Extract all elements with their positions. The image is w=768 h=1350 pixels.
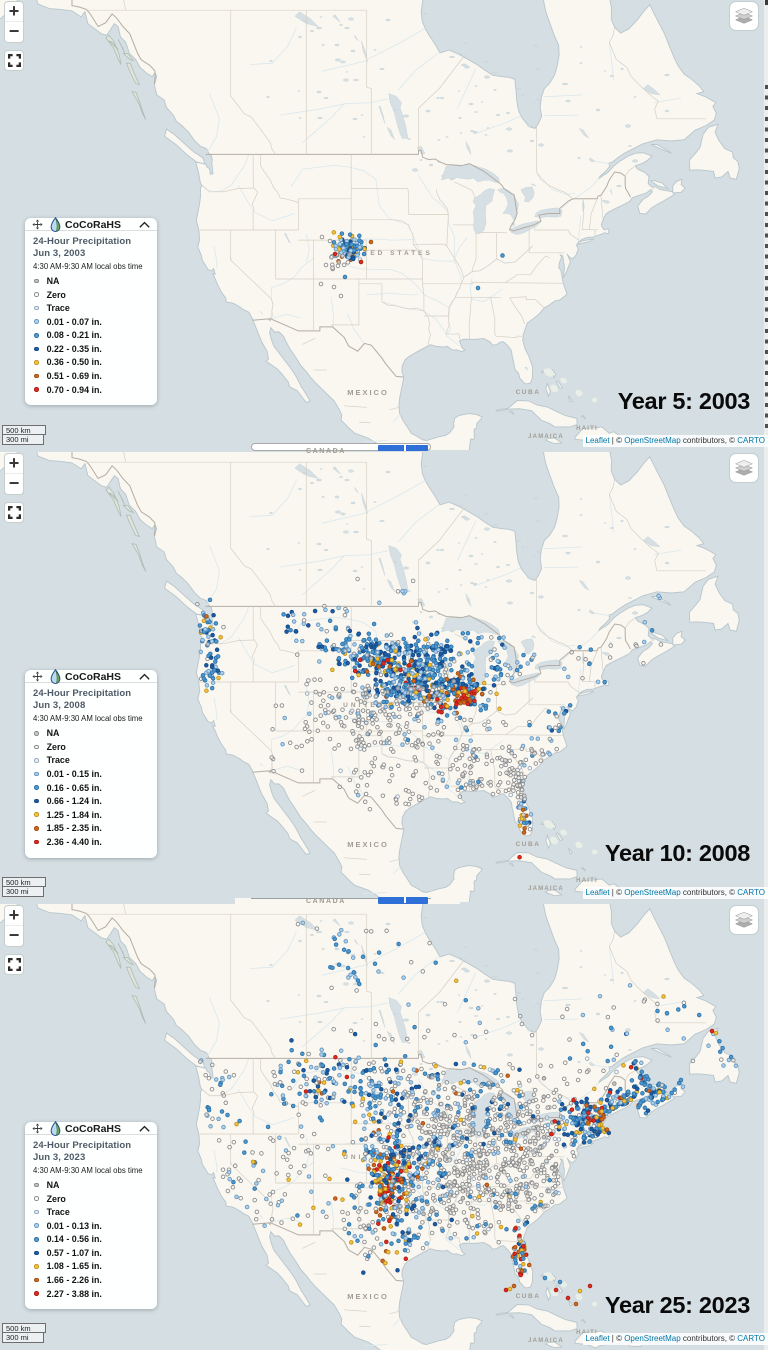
svg-text:MEXICO: MEXICO (347, 388, 389, 397)
svg-text:CUBA: CUBA (516, 389, 541, 396)
svg-text:JAMAICA: JAMAICA (528, 434, 564, 440)
svg-text:UNITED STATES: UNITED STATES (343, 250, 433, 257)
svg-text:HAITI: HAITI (576, 426, 598, 432)
